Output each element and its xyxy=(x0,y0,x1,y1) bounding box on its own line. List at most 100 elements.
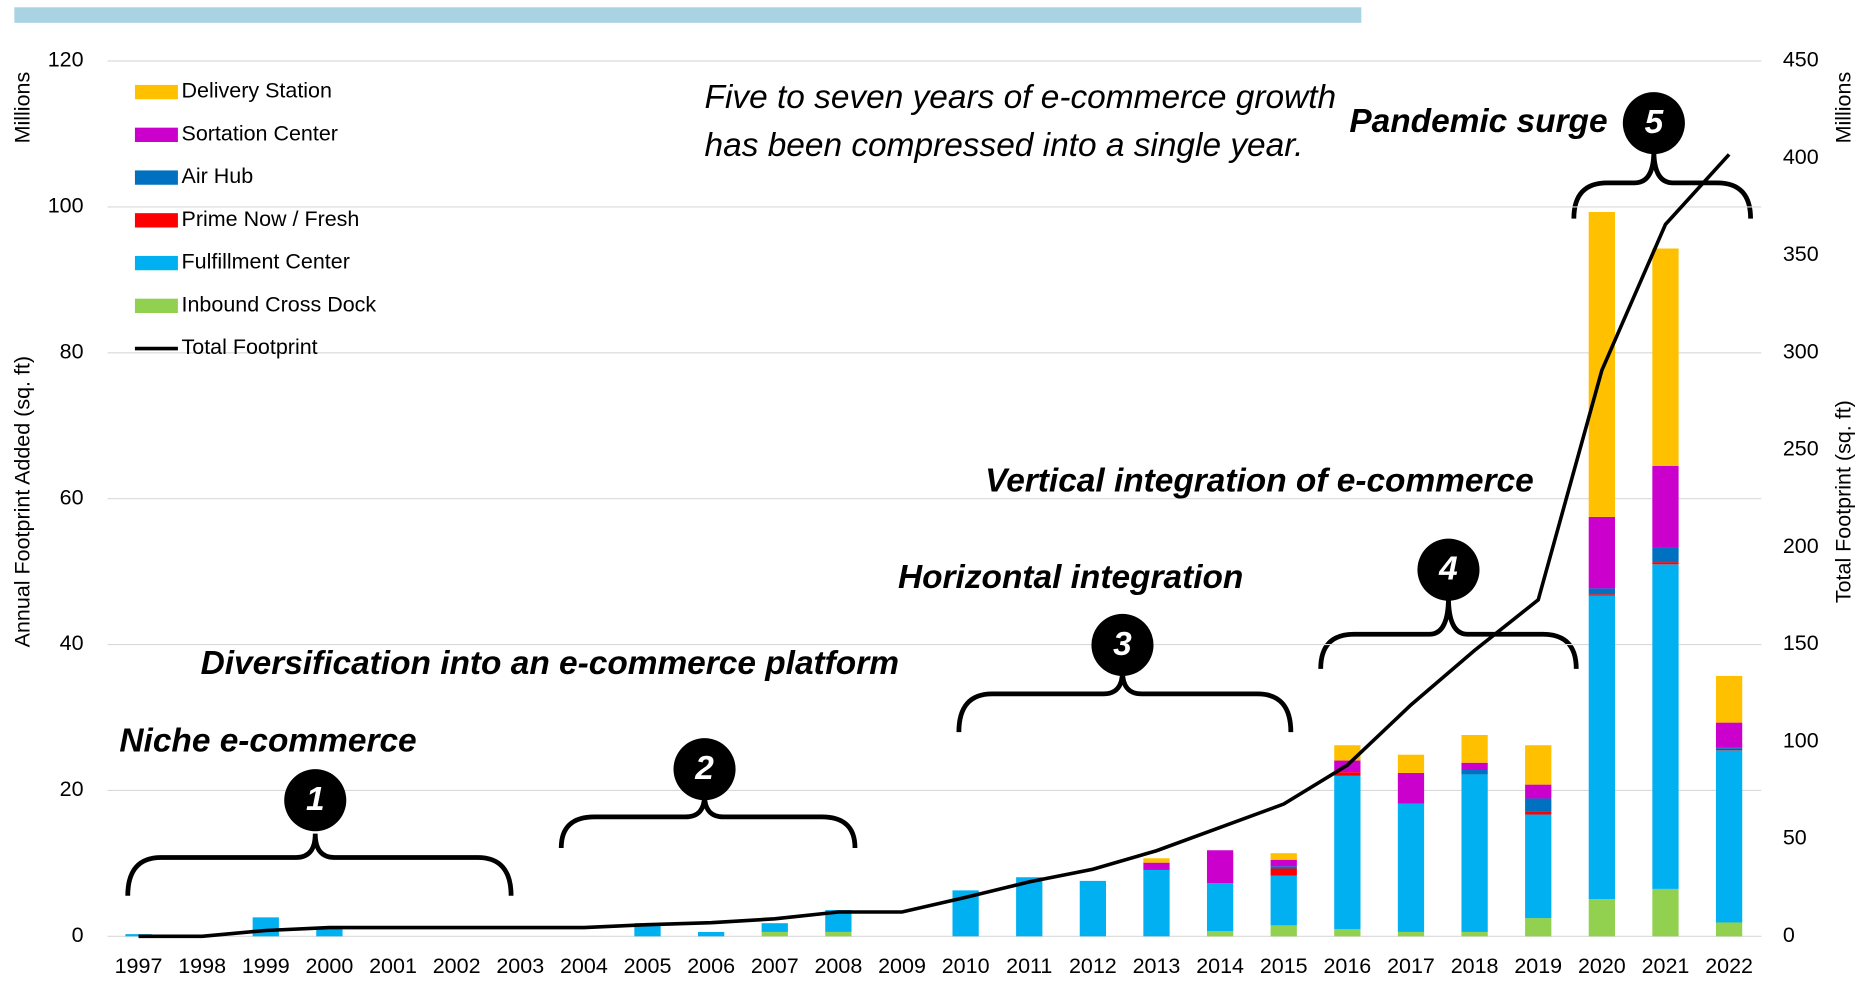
y2-tick-label: 300 xyxy=(1783,339,1819,363)
bar-segment xyxy=(825,931,852,937)
bar-segment xyxy=(1715,750,1743,923)
bar-segment xyxy=(1143,858,1170,863)
bar-segment xyxy=(1715,722,1743,748)
bar-segment xyxy=(1588,595,1615,900)
bar-segment xyxy=(1525,918,1552,937)
total-line xyxy=(138,153,1731,939)
x-tick-label: 2015 xyxy=(1260,954,1308,978)
y-tick-label: 0 xyxy=(72,923,84,947)
braces xyxy=(125,150,1753,896)
y2-tick-label: 0 xyxy=(1783,923,1795,947)
x-tick-label: 1998 xyxy=(178,954,226,978)
y-tick-label: 80 xyxy=(60,339,84,363)
x-tick-label: 2021 xyxy=(1642,954,1690,978)
annotation: Niche e-commerce xyxy=(119,723,416,760)
y2-tick-label: 400 xyxy=(1783,145,1819,169)
x-tick-label: 2022 xyxy=(1705,954,1753,978)
bar-segment xyxy=(1715,922,1743,937)
bar-segment xyxy=(697,931,725,937)
x-tick-label: 2006 xyxy=(687,954,735,978)
phase-number: 2 xyxy=(694,750,714,787)
y-tick-label: 60 xyxy=(60,485,84,509)
bar-segment xyxy=(252,917,279,937)
bar-segment xyxy=(1079,880,1106,937)
bar-segment xyxy=(1525,811,1552,815)
annotation: Vertical integration of e-commerce xyxy=(985,462,1534,499)
x-tick-label: 2020 xyxy=(1578,954,1626,978)
legend-swatch xyxy=(134,255,178,271)
phase-number: 3 xyxy=(1113,626,1132,663)
bar-segment xyxy=(1588,516,1615,589)
x-tick-label: 2001 xyxy=(369,954,417,978)
bar-segment xyxy=(1461,735,1488,763)
legend-swatch xyxy=(134,213,178,228)
bar-segment xyxy=(1525,784,1552,799)
phase-marker xyxy=(1417,538,1480,601)
x-tick-label: 2004 xyxy=(560,954,608,978)
bar-segment xyxy=(1397,931,1425,937)
x-tick-label: 2016 xyxy=(1323,954,1371,978)
top-bar xyxy=(14,7,1362,23)
x-tick-label: 2008 xyxy=(814,954,862,978)
y2-tick-label: 100 xyxy=(1783,728,1819,752)
bar-segment xyxy=(761,923,788,932)
annotation: Horizontal integration xyxy=(898,559,1243,596)
bar-segment xyxy=(1270,875,1297,926)
bar-segment xyxy=(1270,925,1297,937)
y2-tick-label: 200 xyxy=(1783,534,1819,558)
bar-segment xyxy=(1461,762,1488,771)
phase-marker xyxy=(673,738,736,801)
bar-segment xyxy=(1206,931,1234,937)
bar-segment xyxy=(1652,248,1679,466)
bar-segment xyxy=(1525,745,1552,785)
bar-segment xyxy=(1334,772,1361,776)
phase-number: 5 xyxy=(1645,104,1664,141)
bar-segment xyxy=(1397,803,1425,932)
y2-tick-label: 250 xyxy=(1783,437,1819,461)
y-axis-label: Annual Footprint Added (sq. ft) xyxy=(11,356,35,647)
bar-segment xyxy=(761,931,788,937)
legend-label: Inbound Cross Dock xyxy=(182,293,377,317)
bar-segment xyxy=(1652,562,1679,565)
x-tick-label: 2014 xyxy=(1196,954,1244,978)
y2-axis-label: Total Footprint (sq. ft) xyxy=(1832,400,1856,603)
legend-label: Air Hub xyxy=(182,164,254,188)
bar-segment xyxy=(1715,748,1743,751)
bar-segment xyxy=(316,927,343,937)
x-tick-label: 2017 xyxy=(1387,954,1435,978)
x-tick-label: 2000 xyxy=(305,954,353,978)
brace xyxy=(956,671,1294,733)
bar-segment xyxy=(1652,465,1679,548)
x-tick-label: 2011 xyxy=(1006,954,1052,978)
legend-swatch xyxy=(134,127,178,142)
bar-segment xyxy=(1461,774,1488,932)
bar-segment xyxy=(1270,866,1297,869)
bar-segment xyxy=(1525,814,1552,919)
bar-segment xyxy=(1206,850,1234,884)
y-tick-label: 20 xyxy=(60,777,84,801)
x-tick-label: 2005 xyxy=(624,954,672,978)
bar-segment xyxy=(1461,770,1488,775)
x-tick-label: 2009 xyxy=(878,954,926,978)
bar-segment xyxy=(1652,547,1679,563)
annotation: Pandemic surge xyxy=(1349,103,1607,140)
bar-segment xyxy=(1715,747,1743,749)
x-tick-label: 2019 xyxy=(1514,954,1562,978)
bar-segment xyxy=(1652,564,1679,889)
quote: Five to seven years of e-commerce growth xyxy=(705,79,1337,116)
y-unit: Millions xyxy=(11,72,35,144)
y2-tick-label: 150 xyxy=(1783,631,1819,655)
quote: has been compressed into a single year. xyxy=(705,127,1304,164)
bar-segment xyxy=(1588,212,1615,517)
x-tick-label: 2012 xyxy=(1069,954,1117,978)
legend-swatch xyxy=(134,170,178,185)
bar-segment xyxy=(1143,869,1170,937)
bar-segment xyxy=(1715,675,1743,723)
bar-segment xyxy=(1334,775,1361,930)
x-tick-label: 2002 xyxy=(433,954,481,978)
x-tick-label: 1997 xyxy=(115,954,163,978)
bar-segment xyxy=(1206,883,1234,932)
legend-label: Delivery Station xyxy=(182,79,332,103)
bar-segment xyxy=(1397,754,1425,773)
